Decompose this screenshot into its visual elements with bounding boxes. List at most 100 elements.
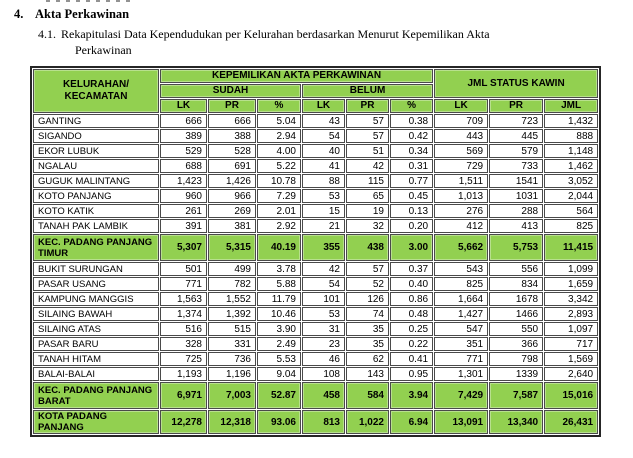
table-row: SIGANDO 389 388 2.94 54 57 0.42 443 445 888 xyxy=(33,129,599,143)
value-cell: 1,563 xyxy=(160,292,207,306)
value-cell: 666 xyxy=(160,114,207,128)
value-cell: 529 xyxy=(160,144,207,158)
value-cell: 3.94 xyxy=(390,382,434,409)
value-cell: 556 xyxy=(489,262,544,276)
value-cell: 0.13 xyxy=(390,204,434,218)
value-cell: 2.01 xyxy=(257,204,301,218)
value-cell: 6.94 xyxy=(390,410,434,434)
value-cell: 40.19 xyxy=(257,234,301,261)
value-cell: 13,340 xyxy=(489,410,544,434)
value-cell: 0.86 xyxy=(390,292,434,306)
value-cell: 2.49 xyxy=(257,337,301,351)
value-cell: 0.25 xyxy=(390,322,434,336)
value-cell: 1678 xyxy=(489,292,544,306)
value-cell: 57 xyxy=(346,262,389,276)
value-cell: 825 xyxy=(434,277,489,291)
header-sudah-pct: % xyxy=(257,99,301,113)
value-cell: 53 xyxy=(302,189,345,203)
value-cell: 0.22 xyxy=(390,337,434,351)
value-cell: 666 xyxy=(208,114,256,128)
value-cell: 19 xyxy=(346,204,389,218)
value-cell: 57 xyxy=(346,114,389,128)
value-cell: 0.31 xyxy=(390,159,434,173)
header-jml-pr: PR xyxy=(489,99,544,113)
value-cell: 458 xyxy=(302,382,345,409)
header-belum-pr: PR xyxy=(346,99,389,113)
value-cell: 813 xyxy=(302,410,345,434)
table-row: KOTO PANJANG 960 966 7.29 53 65 0.45 1,013 1031 2… xyxy=(33,189,599,203)
value-cell: 288 xyxy=(489,204,544,218)
value-cell: 3,342 xyxy=(544,292,599,306)
kelurahan-name: KEC. PADANG PANJANG BARAT xyxy=(33,382,159,409)
value-cell: 269 xyxy=(208,204,256,218)
value-cell: 0.20 xyxy=(390,219,434,233)
value-cell: 2.94 xyxy=(257,129,301,143)
value-cell: 35 xyxy=(346,337,389,351)
value-cell: 2,893 xyxy=(544,307,599,321)
value-cell: 6,971 xyxy=(160,382,207,409)
value-cell: 42 xyxy=(302,262,345,276)
value-cell: 1,552 xyxy=(208,292,256,306)
value-cell: 54 xyxy=(302,129,345,143)
value-cell: 0.45 xyxy=(390,189,434,203)
subsection-title-line1: Rekapitulasi Data Kependudukan per Kelur… xyxy=(61,27,490,41)
header-sudah: SUDAH xyxy=(160,84,301,98)
value-cell: 0.41 xyxy=(390,352,434,366)
table-header: KELURAHAN/ KECAMATAN KEPEMILIKAN AKTA PE… xyxy=(33,69,599,113)
value-cell: 0.42 xyxy=(390,129,434,143)
value-cell: 4.00 xyxy=(257,144,301,158)
kelurahan-name: SILAING BAWAH xyxy=(33,307,159,321)
value-cell: 412 xyxy=(434,219,489,233)
value-cell: 1,659 xyxy=(544,277,599,291)
value-cell: 736 xyxy=(208,352,256,366)
value-cell: 143 xyxy=(346,367,389,381)
value-cell: 331 xyxy=(208,337,256,351)
table-row: SILAING BAWAH 1,374 1,392 10.46 53 74 0.48 1,42… xyxy=(33,307,599,321)
value-cell: 888 xyxy=(544,129,599,143)
kelurahan-name: KOTA PADANG PANJANG xyxy=(33,410,159,434)
value-cell: 528 xyxy=(208,144,256,158)
value-cell: 834 xyxy=(489,277,544,291)
value-cell: 52 xyxy=(346,277,389,291)
akta-perkawinan-table: KELURAHAN/ KECAMATAN KEPEMILIKAN AKTA PE… xyxy=(30,66,602,437)
value-cell: 771 xyxy=(434,352,489,366)
value-cell: 1,097 xyxy=(544,322,599,336)
summary-row: KEC. PADANG PANJANG BARAT 6,971 7,003 52.87… xyxy=(33,382,599,409)
value-cell: 15,016 xyxy=(544,382,599,409)
section-heading: 4. Akta Perkawinan xyxy=(14,7,129,22)
value-cell: 1,462 xyxy=(544,159,599,173)
value-cell: 74 xyxy=(346,307,389,321)
value-cell: 1541 xyxy=(489,174,544,188)
header-group-kepemilikan-akta: KEPEMILIKAN AKTA PERKAWINAN xyxy=(160,69,434,83)
value-cell: 543 xyxy=(434,262,489,276)
kelurahan-name: SILAING ATAS xyxy=(33,322,159,336)
kelurahan-name: PASAR BARU xyxy=(33,337,159,351)
value-cell: 366 xyxy=(489,337,544,351)
value-cell: 0.48 xyxy=(390,307,434,321)
value-cell: 717 xyxy=(544,337,599,351)
value-cell: 5,315 xyxy=(208,234,256,261)
value-cell: 0.95 xyxy=(390,367,434,381)
header-group-jml-status-kawin: JML STATUS KAWIN xyxy=(434,69,599,98)
value-cell: 515 xyxy=(208,322,256,336)
value-cell: 1,022 xyxy=(346,410,389,434)
value-cell: 966 xyxy=(208,189,256,203)
value-cell: 62 xyxy=(346,352,389,366)
table-row: GANTING 666 666 5.04 43 57 0.38 709 723 1,432 xyxy=(33,114,599,128)
value-cell: 1,013 xyxy=(434,189,489,203)
value-cell: 1,392 xyxy=(208,307,256,321)
value-cell: 88 xyxy=(302,174,345,188)
kelurahan-name: TANAH PAK LAMBIK xyxy=(33,219,159,233)
value-cell: 5.22 xyxy=(257,159,301,173)
value-cell: 276 xyxy=(434,204,489,218)
value-cell: 516 xyxy=(160,322,207,336)
value-cell: 5,753 xyxy=(489,234,544,261)
value-cell: 5.04 xyxy=(257,114,301,128)
table-row: BUKIT SURUNGAN 501 499 3.78 42 57 0.37 543 556 1,… xyxy=(33,262,599,276)
header-sudah-lk: LK xyxy=(160,99,207,113)
value-cell: 445 xyxy=(489,129,544,143)
kelurahan-name: GANTING xyxy=(33,114,159,128)
value-cell: 709 xyxy=(434,114,489,128)
summary-row: KEC. PADANG PANJANG TIMUR 5,307 5,315 40.19… xyxy=(33,234,599,261)
value-cell: 1,427 xyxy=(434,307,489,321)
